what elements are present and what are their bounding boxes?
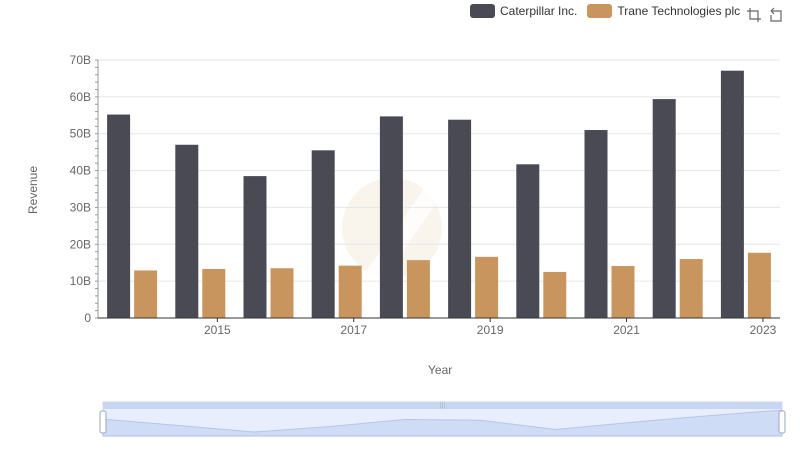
bar-caterpillar-2020: [516, 164, 540, 318]
bar-caterpillar-2016: [243, 176, 267, 318]
legend-item-trane[interactable]: Trane Technologies plc: [587, 4, 740, 18]
legend: Caterpillar Inc. Trane Technologies plc: [470, 4, 750, 18]
restore-icon[interactable]: [768, 7, 784, 23]
zoom-handle-left[interactable]: [99, 410, 107, 434]
legend-swatch-caterpillar: [470, 4, 495, 18]
bar-trane-2023: [747, 252, 771, 318]
legend-swatch-trane: [587, 4, 613, 18]
y-tick-label: 20B: [70, 237, 91, 251]
bar-trane-2014: [134, 270, 158, 318]
bar-trane-2021: [611, 266, 635, 318]
data-zoom-slider[interactable]: |||: [99, 401, 786, 437]
bar-trane-2019: [475, 256, 499, 318]
y-tick-label: 0: [84, 311, 91, 325]
axes: 0 10B 20B 30B 40B 50B 60B 70B 2015 2017 2019 2021 20…: [70, 53, 780, 337]
legend-label-trane: Trane Technologies plc: [617, 4, 741, 18]
zoom-handle-right[interactable]: [778, 410, 786, 434]
bar-trane-2018: [406, 260, 430, 318]
legend-item-caterpillar[interactable]: Caterpillar Inc.: [470, 4, 577, 18]
x-tick-label: 2015: [204, 323, 231, 337]
zoom-preview-area: [102, 409, 783, 437]
x-axis-title: Year: [428, 363, 453, 377]
y-axis-title: Revenue: [26, 165, 40, 214]
bar-caterpillar-2021: [584, 130, 608, 318]
bar-caterpillar-2019: [448, 119, 472, 318]
toolbox: [746, 7, 784, 23]
y-tick-label: 60B: [70, 90, 91, 104]
x-tick-label: 2021: [613, 323, 640, 337]
bar-trane-2020: [543, 271, 567, 318]
y-tick-label: 30B: [70, 200, 91, 214]
bar-trane-2017: [338, 265, 362, 318]
zoom-top-bar: [103, 402, 782, 409]
bar-caterpillar-2017: [311, 150, 335, 318]
bar-trane-2022: [679, 259, 703, 318]
bar-trane-2015: [202, 268, 226, 318]
x-tick-label: 2019: [477, 323, 504, 337]
x-tick-label: 2017: [340, 323, 367, 337]
y-tick-label: 50B: [70, 127, 91, 141]
zoom-grip-icon: |||: [440, 402, 446, 409]
legend-label-caterpillar: Caterpillar Inc.: [500, 4, 578, 18]
bar-caterpillar-2014: [107, 114, 131, 318]
bar-caterpillar-2015: [175, 144, 199, 318]
bar-trane-2016: [270, 268, 294, 318]
bar-caterpillar-2022: [652, 99, 676, 318]
zoom-icon[interactable]: [746, 7, 762, 23]
y-tick-label: 40B: [70, 164, 91, 178]
x-tick-label: 2023: [750, 323, 777, 337]
bars-group: [107, 70, 771, 319]
bar-caterpillar-2018: [379, 116, 403, 319]
bar-caterpillar-2023: [720, 70, 744, 318]
y-tick-label: 10B: [70, 274, 91, 288]
y-tick-label: 70B: [70, 53, 91, 67]
